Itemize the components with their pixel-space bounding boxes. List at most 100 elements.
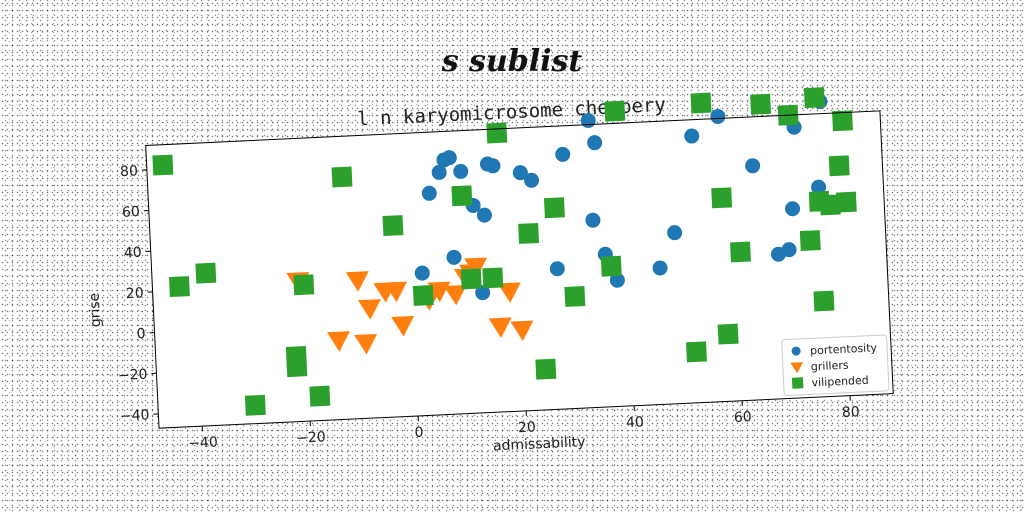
y-tick-label: 0 (136, 326, 146, 342)
portentosity-point (453, 163, 469, 179)
portentosity-point (652, 260, 668, 276)
vilipended-point (711, 187, 733, 209)
grillers-point (497, 282, 521, 303)
x-tick-label: 20 (518, 419, 537, 436)
portentosity-point (441, 150, 457, 166)
vilipended-point (835, 191, 857, 213)
figure-suptitle: s sublist (441, 44, 583, 79)
legend-box (781, 334, 890, 397)
vilipended-point (799, 230, 821, 251)
portentosity-point (781, 242, 797, 258)
vilipended-point (293, 274, 315, 296)
vilipended-point (832, 110, 853, 132)
grillers-point (510, 320, 534, 342)
grillers-point (488, 317, 512, 338)
vilipended-point (717, 323, 739, 345)
x-tick-label: 40 (626, 414, 645, 431)
vilipended-point (382, 215, 404, 237)
portentosity-point (446, 249, 462, 265)
vilipended-point (482, 267, 504, 289)
x-tick-label: 0 (414, 425, 424, 441)
portentosity-point (476, 207, 492, 223)
vilipended-point (331, 166, 353, 188)
vilipended-point (460, 268, 482, 290)
vilipended-point (451, 185, 473, 207)
series-vilipended (152, 87, 857, 416)
x-tick-label: −40 (188, 434, 218, 451)
portentosity-point (684, 128, 700, 144)
vilipended-point (152, 154, 174, 176)
portentosity-point (710, 108, 726, 124)
grillers-point (443, 284, 467, 306)
legend-label-portentosity: portentosity (810, 341, 878, 357)
portentosity-point (745, 158, 761, 174)
portentosity-point (421, 185, 437, 201)
portentosity-point (485, 158, 501, 174)
vilipended-point (518, 222, 540, 244)
vilipended-point (803, 87, 825, 109)
grillers-point (345, 271, 369, 292)
vilipended-point (564, 286, 586, 307)
legend-label-vilipended: vilipended (811, 374, 869, 390)
vilipended-point (195, 262, 217, 284)
legend-marker-vilipended (791, 377, 804, 389)
y-tick-label: 80 (120, 163, 139, 180)
y-tick-label: −40 (120, 407, 150, 424)
legend-marker-grillers (790, 362, 803, 374)
y-tick-label: 60 (122, 204, 141, 221)
portentosity-point (585, 212, 601, 228)
portentosity-point (414, 265, 430, 281)
grillers-point (354, 333, 378, 355)
vilipended-point (244, 394, 266, 416)
plot-group: l n karyomicrosome cheapery −40 −20 0 20 40 6… (87, 87, 894, 454)
legend-label-grillers: grillers (811, 359, 850, 374)
vilipended-point (309, 385, 331, 407)
vilipended-point (412, 285, 434, 306)
y-tick-label: 20 (125, 285, 144, 302)
x-tick-label: 80 (842, 404, 861, 421)
grillers-point (384, 281, 408, 303)
x-tick-label: −20 (296, 429, 326, 446)
x-axis: −40 −20 0 20 40 60 80 (188, 395, 861, 452)
grillers-point (357, 299, 381, 320)
vilipended-point (535, 358, 557, 380)
x-tick-label: 60 (734, 409, 753, 426)
portentosity-point (512, 165, 528, 181)
grillers-point (326, 331, 350, 352)
vilipended-point (543, 197, 565, 219)
vilipended-point (486, 122, 508, 144)
vilipended-point (813, 290, 835, 312)
portentosity-point (524, 172, 540, 188)
y-tick-label: 40 (124, 245, 143, 262)
vilipended-point (750, 93, 772, 115)
grillers-point (391, 315, 415, 337)
plot-area (145, 110, 894, 429)
portentosity-point (475, 285, 491, 301)
grillers-point (464, 257, 488, 278)
vilipended-point (828, 155, 850, 177)
portentosity-point (587, 135, 603, 151)
portentosity-point (811, 179, 827, 195)
vilipended-point (730, 241, 751, 263)
portentosity-point (609, 272, 625, 288)
vilipended-point (286, 356, 308, 378)
vilipended-point (819, 194, 841, 216)
series-layer (152, 87, 857, 416)
vilipended-point (686, 341, 707, 363)
y-axis-label: grise (87, 292, 105, 327)
y-tick-label: −20 (118, 367, 148, 384)
portentosity-point (667, 225, 683, 241)
portentosity-point (555, 146, 571, 162)
legend-marker-portentosity (791, 346, 801, 356)
portentosity-point (549, 261, 565, 277)
y-axis: −40 −20 0 20 40 60 80 (118, 163, 159, 425)
x-axis-label: admissability (493, 434, 586, 454)
vilipended-point (600, 255, 622, 277)
vilipended-point (604, 100, 626, 122)
vilipended-point (168, 276, 190, 298)
portentosity-point (785, 201, 801, 217)
vilipended-point (690, 92, 712, 114)
portentosity-point (431, 164, 447, 180)
